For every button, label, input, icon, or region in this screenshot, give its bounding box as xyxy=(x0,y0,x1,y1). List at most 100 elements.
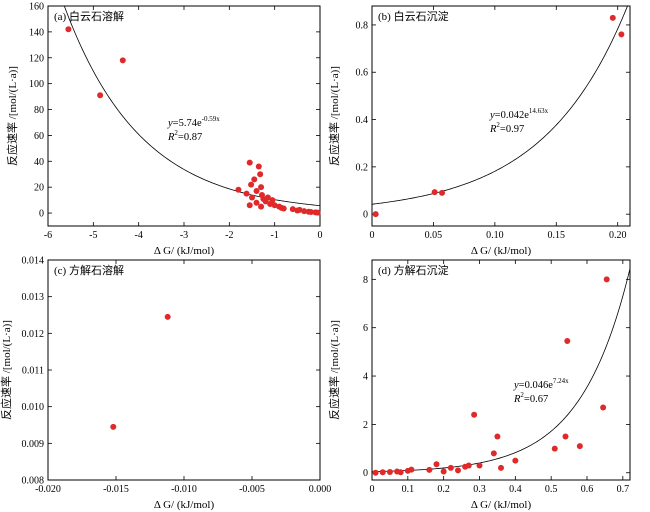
data-point xyxy=(455,467,461,474)
x-axis-label: Δ G/ (kJ/mol) xyxy=(471,499,532,511)
data-point xyxy=(372,469,379,476)
data-point xyxy=(439,189,446,196)
y-tick-label: 4 xyxy=(363,372,368,383)
y-tick-label: 0.011 xyxy=(22,366,44,377)
fit-equation: y=0.046e7.24x xyxy=(513,377,569,391)
data-point xyxy=(440,468,447,475)
panel-b-dolomite-precipitation: 0 0.05 0.10 0.15 0.20 0 0.2 0.4 0.6 0.8 Δ G/ (kJ/m… xyxy=(327,5,631,257)
plot-frame xyxy=(47,259,321,481)
y-tick-label: 0.013 xyxy=(22,292,45,303)
y-tick-label: 0.009 xyxy=(22,439,45,450)
data-point xyxy=(253,188,260,195)
y-tick-label: 0 xyxy=(363,210,368,221)
y-tick-label: 2 xyxy=(363,420,368,431)
plot-frame xyxy=(371,259,631,481)
data-point xyxy=(235,186,242,193)
x-tick-label: -0.020 xyxy=(35,484,61,495)
fit-curve xyxy=(63,5,321,207)
x-tick-label: 0.7 xyxy=(617,484,630,495)
data-point xyxy=(264,194,271,201)
fit-curve xyxy=(371,268,631,473)
x-tick-label: 0 xyxy=(370,484,375,495)
x-tick-label: -2 xyxy=(225,230,233,241)
data-point xyxy=(386,469,393,476)
panel-d-calcite-precipitation: 0 0.1 0.2 0.3 0.4 0.5 0.6 0.7 0 2 4 6 8 Δ G/ (kJ/mol)… xyxy=(327,259,631,511)
y-tick-label: 0.010 xyxy=(22,402,45,413)
data-point xyxy=(408,466,415,473)
data-point xyxy=(490,450,497,457)
y-tick-label: 0.2 xyxy=(356,162,369,173)
plot-frame xyxy=(47,5,321,227)
fit-equation: y=5.74e-0.59x xyxy=(167,115,220,129)
y-tick-label: 0.008 xyxy=(22,476,45,487)
data-point xyxy=(271,202,278,209)
data-point xyxy=(307,209,314,216)
data-point xyxy=(255,163,262,170)
x-tick-label: 0.3 xyxy=(473,484,486,495)
panel-c-calcite-dissolution: -0.020 -0.015 -0.010 -0.005 0.000 0.008 0.009 0… xyxy=(0,256,331,512)
data-point xyxy=(562,433,569,440)
y-axis-label: 反应速率 /[mol/(L·a)] xyxy=(327,66,341,166)
data-point xyxy=(246,202,253,209)
data-point xyxy=(397,469,404,476)
data-point xyxy=(426,466,433,473)
y-axis-label: 反应速率 /[mol/(L·a)] xyxy=(0,320,13,420)
data-point xyxy=(289,206,296,213)
data-point xyxy=(576,443,583,450)
data-point xyxy=(269,197,276,204)
data-point xyxy=(110,423,117,430)
x-tick-label: 0.20 xyxy=(609,230,627,241)
data-point xyxy=(609,14,616,21)
x-tick-label: 0.15 xyxy=(548,230,566,241)
data-point xyxy=(258,184,265,191)
y-tick-label: 0.6 xyxy=(356,68,369,79)
panel-title: (d) 方解石沉淀 xyxy=(378,263,449,277)
data-point xyxy=(494,433,501,440)
data-point xyxy=(512,457,519,464)
y-tick-label: 0 xyxy=(39,209,44,220)
data-point xyxy=(164,313,171,320)
x-tick-label: -6 xyxy=(44,230,52,241)
y-tick-label: 0.8 xyxy=(356,20,369,31)
data-point xyxy=(551,445,558,452)
y-tick-label: 0 xyxy=(363,468,368,479)
y-tick-label: 60 xyxy=(34,131,44,142)
y-tick-label: 8 xyxy=(363,275,368,286)
panel-title: (c) 方解石溶解 xyxy=(54,263,124,277)
x-axis-label: Δ G/ (kJ/mol) xyxy=(154,245,215,257)
data-point xyxy=(258,203,265,210)
y-tick-label: 40 xyxy=(34,157,44,168)
data-point xyxy=(243,190,250,197)
data-point xyxy=(97,92,104,99)
x-tick-label: -3 xyxy=(180,230,188,241)
data-point xyxy=(564,337,571,344)
y-tick-label: 20 xyxy=(34,183,44,194)
data-point xyxy=(301,208,308,215)
data-point xyxy=(471,411,478,418)
panel-title: (b) 白云石沉淀 xyxy=(378,9,449,23)
x-tick-label: -1 xyxy=(270,230,278,241)
data-point xyxy=(246,159,253,166)
data-point xyxy=(447,464,454,471)
data-point xyxy=(431,189,438,196)
x-tick-label: -0.015 xyxy=(103,484,129,495)
r-squared: R2=0.67 xyxy=(513,391,548,405)
data-point xyxy=(280,205,287,212)
y-tick-label: 140 xyxy=(29,27,44,38)
y-tick-label: 80 xyxy=(34,105,44,116)
r-squared: R2=0.97 xyxy=(489,121,524,135)
x-tick-label: 0 xyxy=(370,230,375,241)
data-point xyxy=(465,462,472,469)
data-point xyxy=(119,57,126,64)
data-point xyxy=(498,464,504,471)
data-point xyxy=(257,171,264,178)
panel-a-dolomite-dissolution: -6 -5 -4 -3 -2 -1 0 0 20 40 60 80 100 120 140 160 Δ G/ (… xyxy=(5,2,323,258)
data-point xyxy=(476,462,483,469)
x-tick-label: -0.005 xyxy=(239,484,265,495)
x-tick-label: -5 xyxy=(89,230,97,241)
data-point xyxy=(65,26,72,33)
x-tick-label: 0.000 xyxy=(309,484,332,495)
x-axis-label: Δ G/ (kJ/mol) xyxy=(471,245,532,257)
data-point xyxy=(433,461,440,468)
